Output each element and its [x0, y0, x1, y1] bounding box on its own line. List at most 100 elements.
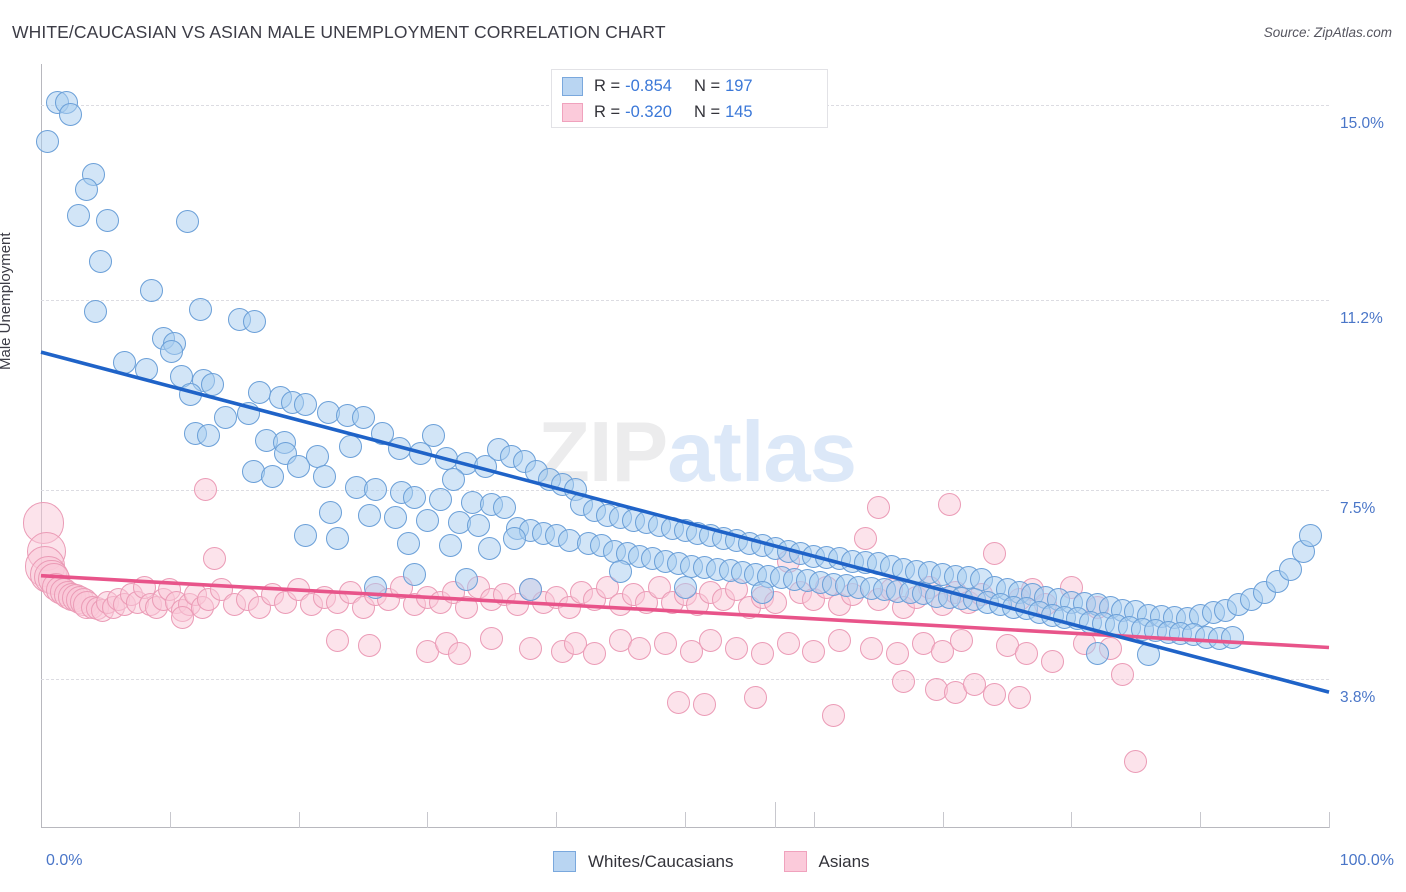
scatter-point [776, 631, 800, 655]
x-axis-tick [427, 812, 429, 828]
series-legend: Whites/Caucasians Asians [553, 851, 870, 872]
x-axis-max-label: 100.0% [1339, 852, 1394, 869]
scatter-point [176, 210, 200, 234]
scatter-point [480, 626, 504, 650]
scatter-point [422, 424, 446, 448]
trend-lines [40, 350, 1330, 694]
scatter-point [982, 542, 1006, 566]
scatter-point [667, 690, 691, 714]
pink-r-label: R = [594, 102, 621, 121]
scatter-point [325, 629, 349, 653]
y-axis-tick-label: 3.8% [1340, 689, 1376, 707]
legend-swatch-blue-icon [553, 851, 576, 872]
scatter-point [1124, 749, 1148, 773]
scatter-point [477, 537, 501, 561]
y-axis-line [41, 64, 42, 828]
x-axis-tick [169, 812, 171, 828]
scatter-point [454, 567, 478, 591]
scatter-point [750, 642, 774, 666]
scatter-point [293, 393, 317, 417]
correlation-row-asians: R = -0.320 N = 145 [562, 99, 753, 125]
scatter-point [439, 534, 463, 558]
scatter-point [448, 642, 472, 666]
legend-item-whites[interactable]: Whites/Caucasians [553, 851, 734, 872]
scatter-point [396, 531, 420, 555]
y-axis-tick-label: 7.5% [1340, 499, 1376, 517]
legend-label-asians: Asians [818, 851, 870, 871]
x-axis-tick [1200, 812, 1202, 828]
x-axis-tick [1071, 812, 1073, 828]
x-axis-tick [942, 812, 944, 828]
gridline [41, 489, 1329, 491]
plot-area: ZIPatlas 15.0% 11.2% 7.5% 3.8% [22, 64, 1384, 828]
x-axis-tick-major [775, 802, 777, 828]
scatter-point [503, 526, 527, 550]
scatter-point [931, 639, 955, 663]
scatter-point [699, 629, 723, 653]
scatter-point [171, 606, 195, 630]
pink-n-label: N = [693, 102, 721, 121]
scatter-point [937, 493, 961, 517]
scatter-point [194, 478, 218, 502]
scatter-point [1299, 524, 1323, 548]
scatter-point [802, 639, 826, 663]
legend-label-whites: Whites/Caucasians [588, 851, 734, 871]
gridline [41, 299, 1329, 301]
scatter-point [88, 249, 112, 273]
scatter-point [293, 524, 317, 548]
scatter-point [679, 639, 703, 663]
scatter-point [325, 526, 349, 550]
scatter-point [860, 637, 884, 661]
swatch-blue-icon [562, 76, 583, 96]
scatter-point [982, 683, 1006, 707]
x-axis-tick [685, 812, 686, 828]
scatter-point [866, 496, 890, 520]
gridline [41, 679, 1329, 681]
scatter-point [518, 578, 542, 602]
scatter-point [59, 102, 83, 126]
scatter-point [1014, 642, 1038, 666]
scatter-point [1040, 649, 1064, 673]
scatter-point [261, 465, 285, 489]
swatch-pink-icon [562, 102, 583, 122]
scatter-point [1278, 557, 1302, 581]
scatter-point [96, 208, 120, 232]
correlation-row-whites: R = -0.854 N = 197 [562, 73, 753, 99]
scatter-point [963, 672, 987, 696]
legend-item-asians[interactable]: Asians [783, 851, 870, 872]
scatter-point [213, 406, 237, 430]
source-attribution: Source: ZipAtlas.com [1263, 25, 1392, 40]
scatter-point [74, 178, 98, 202]
scatter-point [364, 478, 388, 502]
scatter-point [609, 560, 633, 584]
scatter-point [506, 593, 530, 617]
scatter-point [744, 685, 768, 709]
scatter-point [312, 465, 336, 489]
scatter-point [725, 637, 749, 661]
scatter-point [518, 637, 542, 661]
scatter-point [853, 526, 877, 550]
y-axis-title: Male Unemployment [0, 232, 14, 370]
scatter-point [159, 339, 183, 363]
scatter-point [467, 513, 491, 537]
scatter-point [454, 596, 478, 620]
scatter-point [403, 562, 427, 586]
scatter-point [1085, 642, 1109, 666]
legend-swatch-pink-icon [783, 851, 807, 872]
scatter-point [189, 297, 213, 321]
scatter-point [35, 130, 59, 154]
x-axis-tick [556, 812, 558, 828]
scatter-point [692, 693, 716, 717]
x-axis-tick [298, 812, 300, 828]
x-axis-tick [1329, 812, 1330, 828]
scatter-point [403, 485, 427, 509]
correlation-legend: R = -0.854 N = 197 R = -0.320 N = 145 [551, 69, 828, 128]
scatter-point [1008, 685, 1032, 709]
scatter-point [287, 455, 311, 478]
blue-r-label: R = [594, 76, 621, 95]
trend-line [40, 573, 1330, 650]
scatter-point [493, 496, 517, 520]
scatter-point [319, 501, 343, 525]
scatter-point [83, 299, 107, 323]
scatter-point [383, 506, 407, 530]
